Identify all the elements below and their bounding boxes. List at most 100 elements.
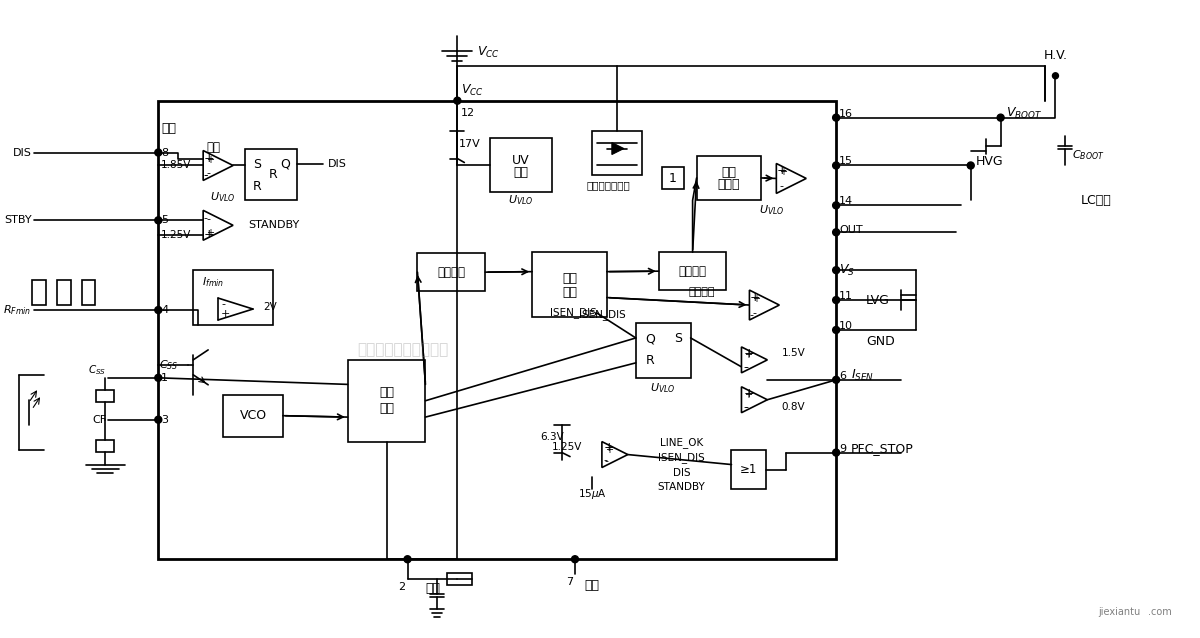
Text: DIS: DIS	[673, 468, 690, 477]
Text: +: +	[206, 154, 214, 165]
Text: -: -	[203, 213, 208, 223]
Text: 15$\mu$A: 15$\mu$A	[577, 487, 606, 501]
Text: 电平位移: 电平位移	[679, 265, 707, 278]
Text: S: S	[673, 332, 682, 345]
Circle shape	[833, 267, 840, 274]
Text: 5: 5	[161, 215, 168, 225]
Text: S: S	[253, 158, 260, 171]
Circle shape	[833, 202, 840, 209]
Text: $R_{Fmin}$: $R_{Fmin}$	[4, 303, 31, 317]
Text: 逻辑: 逻辑	[379, 402, 394, 415]
Text: +: +	[203, 152, 214, 165]
Text: -: -	[744, 362, 748, 372]
Text: 控制: 控制	[379, 386, 394, 399]
Text: -: -	[752, 308, 756, 318]
Text: -: -	[744, 402, 749, 412]
Text: 延迟: 延迟	[425, 582, 440, 595]
Bar	[193, 270, 272, 325]
Text: Q: Q	[280, 158, 290, 171]
Text: $C_{BOOT}$: $C_{BOOT}$	[1073, 149, 1105, 163]
Text: 低边驱动: 低边驱动	[689, 287, 715, 297]
Text: -: -	[744, 402, 748, 412]
Text: -: -	[779, 181, 784, 191]
Text: +: +	[604, 441, 614, 454]
Text: -: -	[750, 310, 754, 320]
Text: 杭州将睿科技有限公司: 杭州将睿科技有限公司	[356, 343, 448, 357]
Text: 14: 14	[839, 197, 853, 206]
Text: STANDBY: STANDBY	[248, 220, 299, 230]
Text: 8: 8	[161, 147, 168, 158]
Text: OUT: OUT	[839, 225, 863, 235]
Text: ≥1: ≥1	[739, 463, 757, 476]
Text: 1: 1	[161, 373, 168, 383]
Text: STANDBY: STANDBY	[658, 482, 706, 493]
Bar	[245, 149, 296, 200]
Text: 2: 2	[398, 582, 406, 592]
Circle shape	[833, 376, 840, 383]
Bar	[636, 323, 691, 378]
Polygon shape	[203, 151, 233, 181]
Circle shape	[155, 416, 162, 423]
Text: H.V.: H.V.	[1044, 49, 1068, 63]
Text: LVG: LVG	[866, 293, 890, 307]
Text: +: +	[744, 390, 752, 400]
Text: -: -	[744, 362, 749, 372]
Text: 禁止: 禁止	[206, 141, 220, 154]
Text: 驱动: 驱动	[562, 272, 577, 285]
Text: $V_{BOOT}$: $V_{BOOT}$	[1006, 106, 1042, 121]
Text: R: R	[269, 168, 277, 181]
Polygon shape	[776, 163, 806, 193]
Text: 10: 10	[839, 321, 853, 331]
Polygon shape	[742, 387, 767, 413]
Text: +: +	[605, 445, 613, 455]
Circle shape	[155, 375, 162, 382]
Bar	[158, 101, 836, 560]
Bar	[96, 390, 114, 402]
Bar	[418, 253, 485, 291]
Bar	[732, 450, 767, 489]
Text: 3: 3	[161, 415, 168, 425]
Text: Q: Q	[644, 332, 655, 345]
Text: GND: GND	[866, 336, 895, 348]
Text: 11: 11	[839, 291, 853, 301]
Polygon shape	[203, 211, 233, 241]
Text: 1.5V: 1.5V	[781, 348, 805, 358]
Circle shape	[833, 162, 840, 169]
Bar	[661, 168, 684, 189]
Circle shape	[833, 114, 840, 121]
Text: LC槽路: LC槽路	[1080, 194, 1111, 207]
Text: $V_{CC}$: $V_{CC}$	[478, 45, 500, 61]
Text: $C_{SS}$: $C_{SS}$	[158, 358, 179, 372]
Polygon shape	[602, 441, 628, 468]
Text: -: -	[604, 456, 608, 466]
Bar	[96, 440, 114, 452]
Bar	[82, 280, 96, 305]
Text: 禁止: 禁止	[161, 122, 176, 135]
Circle shape	[454, 97, 461, 104]
Circle shape	[833, 229, 840, 236]
Circle shape	[155, 217, 162, 224]
Text: -: -	[203, 169, 208, 182]
Bar	[56, 280, 71, 305]
Text: $V_{CC}$: $V_{CC}$	[461, 83, 484, 98]
Text: jiexiantu: jiexiantu	[1098, 607, 1140, 617]
Text: 1.25V: 1.25V	[161, 230, 192, 241]
Circle shape	[833, 449, 840, 456]
Text: VCO: VCO	[240, 409, 266, 422]
Text: HVG: HVG	[976, 155, 1003, 168]
Text: +: +	[206, 228, 214, 238]
Text: STBY: STBY	[4, 215, 31, 225]
Text: 死区时间: 死区时间	[437, 265, 466, 279]
Text: .com: .com	[1148, 607, 1172, 617]
Text: +: +	[776, 164, 787, 177]
Text: 检测: 检测	[514, 167, 529, 179]
Text: +: +	[779, 167, 787, 177]
Text: ISEN_DIS: ISEN_DIS	[550, 308, 596, 318]
Circle shape	[571, 556, 578, 563]
Text: +: +	[221, 309, 230, 319]
Circle shape	[833, 297, 840, 304]
Text: DIS: DIS	[13, 147, 31, 158]
Polygon shape	[612, 142, 624, 154]
Text: ISEN_DIS: ISEN_DIS	[659, 452, 706, 463]
Text: +: +	[750, 290, 760, 304]
